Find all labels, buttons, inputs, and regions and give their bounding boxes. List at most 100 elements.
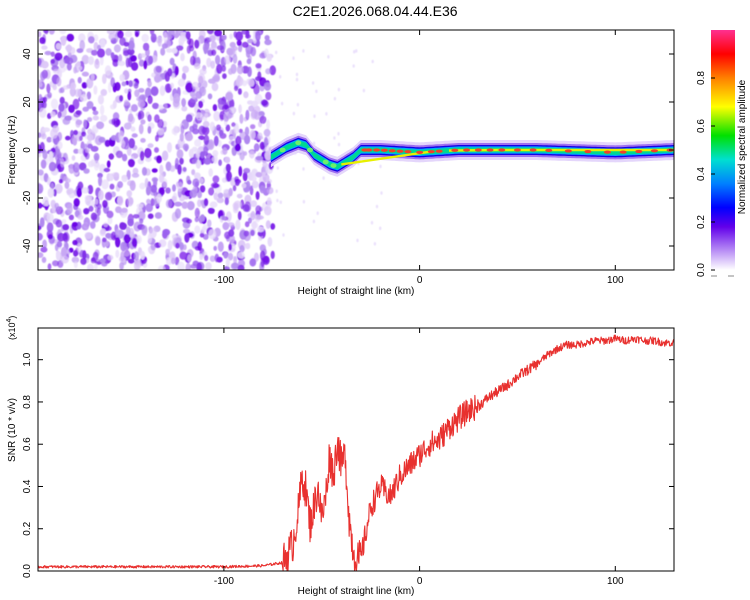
noise-blob: [259, 115, 267, 124]
noise-blob: [87, 133, 94, 142]
noise-blob: [224, 156, 231, 164]
noise-blob: [98, 190, 104, 201]
noise-blob: [68, 214, 74, 221]
noise-blob: [193, 63, 201, 70]
noise-blob: [50, 98, 59, 110]
noise-blob: [161, 150, 169, 161]
noise-blob: [214, 30, 222, 37]
noise-blob: [179, 242, 184, 251]
noise-blob: [120, 241, 127, 252]
noise-blob: [73, 148, 79, 154]
noise-blob: [222, 73, 227, 79]
noise-blob: [198, 125, 206, 136]
noise-blob: [250, 210, 256, 221]
noise-blob: [169, 165, 176, 172]
noise-blob: [108, 153, 115, 160]
noise-blob: [160, 47, 166, 56]
noise-blob: [233, 124, 240, 134]
noise-blob: [130, 55, 137, 62]
noise-blob: [97, 44, 102, 50]
noise-blob: [38, 143, 42, 154]
noise-blob: [134, 89, 140, 98]
noise-blob: [107, 82, 112, 93]
noise-blob: [159, 85, 166, 96]
noise-blob: [192, 178, 200, 188]
noise-blob: [259, 141, 266, 150]
noise-blob: [212, 150, 219, 157]
signal-core-hotspot: [388, 149, 396, 153]
noise-blob: [199, 151, 205, 159]
noise-blob: [222, 147, 228, 155]
noise-blob: [246, 58, 252, 65]
noise-blob: [203, 198, 209, 207]
noise-blob: [128, 80, 133, 87]
signal-core-hotspot: [486, 148, 494, 152]
noise-blob: [77, 148, 84, 155]
noise-blob: [260, 99, 268, 106]
noise-blob: [154, 147, 159, 153]
noise-blob: [276, 198, 279, 203]
signal-core-hotspot: [427, 150, 435, 154]
noise-blob: [260, 250, 266, 261]
noise-blob: [167, 142, 172, 153]
noise-blob: [191, 169, 196, 176]
noise-blob: [92, 110, 99, 116]
noise-blob: [147, 125, 152, 134]
noise-blob: [72, 98, 80, 110]
spectrogram-panel: -100 0 100 -40 -20 0 20 40 Height of straight …: [7, 29, 675, 297]
noise-blob: [84, 222, 89, 229]
noise-blob: [113, 44, 121, 53]
noise-blob: [207, 219, 212, 228]
noise-blob: [175, 242, 180, 249]
noise-blob: [255, 205, 262, 214]
noise-blob: [60, 35, 67, 46]
noise-blob: [180, 53, 185, 62]
noise-blob: [54, 202, 60, 210]
noise-blob: [202, 120, 210, 128]
noise-blob: [203, 157, 212, 165]
noise-blob: [244, 221, 250, 228]
noise-blob: [239, 113, 244, 124]
noise-blob: [241, 183, 247, 189]
noise-blob: [211, 82, 219, 92]
noise-blob: [185, 133, 193, 142]
noise-blob: [115, 237, 121, 248]
signal-core-yellow: [341, 150, 430, 166]
noise-blob: [158, 104, 164, 111]
noise-blob: [265, 68, 271, 75]
noise-blob: [251, 180, 259, 189]
noise-blob: [174, 201, 183, 207]
noise-blob: [242, 151, 248, 156]
noise-blob: [265, 220, 271, 229]
noise-blob: [48, 151, 54, 159]
noise-blob: [191, 93, 197, 100]
noise-blob: [88, 36, 95, 44]
noise-blob: [356, 238, 359, 243]
noise-blob: [210, 182, 219, 189]
noise-blob: [110, 104, 116, 110]
snr-multiplier-exp: 4: [6, 318, 13, 322]
noise-blob: [73, 130, 78, 136]
noise-blob: [145, 203, 153, 212]
signal-core-hotspot: [365, 148, 373, 152]
signal-core-blob: [307, 147, 314, 153]
noise-blob: [46, 136, 52, 143]
noise-blob: [174, 157, 179, 169]
noise-blob: [216, 63, 223, 74]
noise-blob: [91, 49, 98, 56]
noise-blob: [183, 228, 191, 234]
noise-blob: [269, 65, 277, 76]
noise-blob: [148, 55, 154, 65]
noise-blob: [216, 124, 221, 131]
noise-blob: [155, 65, 162, 73]
spectrogram-signal-layer: [270, 132, 674, 177]
noise-blob: [198, 135, 205, 141]
noise-blob: [253, 83, 260, 95]
noise-blob: [158, 239, 167, 248]
noise-blob: [224, 197, 229, 206]
noise-blob: [63, 176, 69, 182]
noise-blob: [41, 45, 48, 50]
noise-blob: [191, 81, 200, 90]
noise-blob: [120, 207, 128, 213]
